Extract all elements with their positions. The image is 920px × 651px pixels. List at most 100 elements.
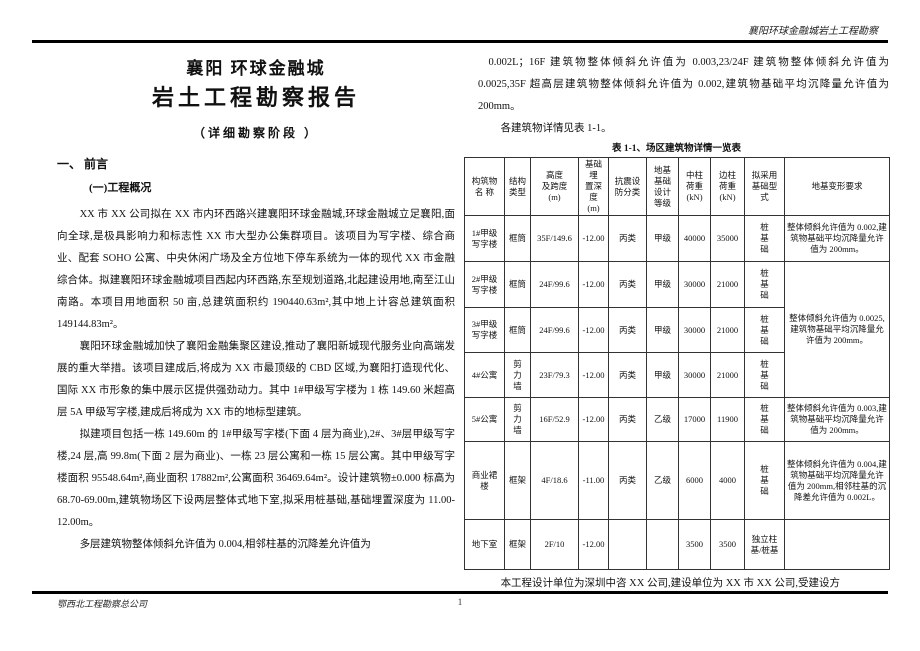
table-cell: 框筒 — [504, 215, 531, 262]
table-cell: 剪 力 墙 — [504, 352, 531, 398]
table-cell: 框筒 — [504, 261, 531, 308]
col-header-foundation-type: 拟采用 基础型 式 — [744, 157, 785, 216]
building-name-cell: 1#甲级 写字楼 — [464, 215, 505, 262]
table-cell — [608, 519, 647, 570]
table-cell: 24F/99.6 — [530, 307, 579, 353]
table-cell: 丙类 — [608, 261, 647, 308]
table-cell: 独立柱 基/桩基 — [744, 519, 785, 570]
buildings-table: 构筑物 名 称 结构 类型 高度 及跨度 (m) 基础埋 置深度 (m) 抗震设… — [464, 157, 890, 570]
table-title: 表 1-1、场区建筑物详情一览表 — [611, 144, 742, 154]
table-cell: -12.00 — [578, 352, 609, 398]
table-cell: 桩 基 础 — [744, 307, 785, 353]
table-cell: 3500 — [678, 519, 711, 570]
col-header-name: 构筑物 名 称 — [464, 157, 505, 216]
col-header-foundation-grade: 地基 基础 设计 等级 — [646, 157, 679, 216]
col-header-deformation: 地基变形要求 — [784, 157, 890, 216]
table-cell: 框架 — [504, 519, 531, 570]
table-cell: 21000 — [710, 261, 745, 308]
building-name-cell: 5#公寓 — [464, 397, 505, 442]
table-cell: -12.00 — [578, 397, 609, 442]
col-header-seismic: 抗震设 防分类 — [608, 157, 647, 216]
running-header: 襄阳环球金融城岩土工程勘察 — [32, 22, 878, 37]
table-row-podium: 商业裙 楼 框架 4F/18.6 -11.00 丙类 乙级 6000 4000 … — [464, 441, 890, 520]
table-cell: 甲级 — [646, 261, 679, 308]
table-cell: 甲级 — [646, 307, 679, 353]
see-table-line: 各建筑物详情见表 1-1。 — [500, 123, 612, 134]
paragraph-continued: 0.002L；16F 建筑物整体倾斜允许值为 0.003,23/24F 建筑物整… — [478, 57, 889, 112]
right-column: 0.002L；16F 建筑物整体倾斜允许值为 0.003,23/24F 建筑物整… — [464, 52, 890, 595]
table-cell: 17000 — [678, 397, 711, 442]
deformation-cell: 整体倾斜允许值为 0.002,建筑物基础平均沉降量允许值为 200mm。 — [784, 215, 890, 262]
table-cell: 丙类 — [608, 307, 647, 353]
table-cell: -12.00 — [578, 307, 609, 353]
building-name-cell: 商业裙 楼 — [464, 441, 505, 520]
footer-company: 鄂西北工程勘察总公司 — [57, 599, 148, 609]
table-cell: 丙类 — [608, 352, 647, 398]
paragraph: 拟建项目包括一栋 149.60m 的 1#甲级写字楼(下面 4 层为商业),2#… — [57, 429, 455, 528]
table-cell: 16F/52.9 — [530, 397, 579, 442]
left-column: 襄阳 环球金融城 岩土工程勘察报告 （详细勘察阶段 ） 一、 前言 (一)工程概… — [57, 50, 455, 556]
table-cell: 甲级 — [646, 215, 679, 262]
table-cell: 2F/10 — [530, 519, 579, 570]
table-cell: 6000 — [678, 441, 711, 520]
table-row-tower3: 3#甲级 写字楼 框筒 24F/99.6 -12.00 丙类 甲级 30000 … — [464, 307, 890, 353]
table-cell: 30000 — [678, 261, 711, 308]
table-row-tower1: 1#甲级 写字楼 框筒 35F/149.6 -12.00 丙类 甲级 40000… — [464, 215, 890, 262]
table-cell: 甲级 — [646, 352, 679, 398]
building-name-cell: 2#甲级 写字楼 — [464, 261, 505, 308]
table-cell: 30000 — [678, 352, 711, 398]
table-cell: -12.00 — [578, 261, 609, 308]
table-cell: 21000 — [710, 352, 745, 398]
section-heading-foreword: 一、 前言 — [57, 157, 109, 171]
deformation-cell — [784, 519, 890, 570]
table-cell: 40000 — [678, 215, 711, 262]
table-cell: 4000 — [710, 441, 745, 520]
table-cell: -11.00 — [578, 441, 609, 520]
table-cell: -12.00 — [578, 215, 609, 262]
col-header-depth: 基础埋 置深度 (m) — [578, 157, 609, 216]
header-rule — [32, 40, 888, 43]
deformation-cell: 整体倾斜允许值为 0.004,建筑物基础平均沉降量允许值为 200mm,相邻柱基… — [784, 441, 890, 520]
project-name-title: 襄阳 环球金融城 — [186, 59, 326, 78]
col-header-structure: 结构 类型 — [504, 157, 531, 216]
deformation-cell: 整体倾斜允许值为 0.003,建筑物基础平均沉降量允许值为 200mm。 — [784, 397, 890, 442]
table-cell: 4F/18.6 — [530, 441, 579, 520]
report-title: 岩土工程勘察报告 — [151, 85, 360, 110]
table-cell: 3500 — [710, 519, 745, 570]
table-cell: 丙类 — [608, 215, 647, 262]
building-name-cell: 4#公寓 — [464, 352, 505, 398]
closing-paragraph: 本工程设计单位为深圳中咨 XX 公司,建设单位为 XX 市 XX 公司,受建设方 — [500, 578, 841, 589]
table-cell: 框架 — [504, 441, 531, 520]
paragraph: XX 市 XX 公司拟在 XX 市内环西路兴建襄阳环球金融城,环球金融城立足襄阳… — [57, 209, 455, 330]
table-cell: 剪 力 墙 — [504, 397, 531, 442]
table-cell: 桩 基 础 — [744, 261, 785, 308]
table-row-apartment5: 5#公寓 剪 力 墙 16F/52.9 -12.00 丙类 乙级 17000 1… — [464, 397, 890, 442]
deformation-cell-merged: 整体倾斜允许值为 0.0025,建筑物基础平均沉降量允许值为 200mm。 — [784, 261, 890, 398]
table-cell: 24F/99.6 — [530, 261, 579, 308]
building-name-cell: 地下室 — [464, 519, 505, 570]
table-row-basement: 地下室 框架 2F/10 -12.00 3500 3500 独立柱 基/桩基 — [464, 519, 890, 570]
table-cell: 乙级 — [646, 397, 679, 442]
table-cell — [646, 519, 679, 570]
footer-rule — [32, 591, 888, 594]
table-cell: 35F/149.6 — [530, 215, 579, 262]
table-cell: 丙类 — [608, 441, 647, 520]
page-number: 1 — [457, 597, 463, 607]
col-header-center-load: 中柱 荷重 (kN) — [678, 157, 711, 216]
table-header-row: 构筑物 名 称 结构 类型 高度 及跨度 (m) 基础埋 置深度 (m) 抗震设… — [464, 157, 890, 216]
table-cell: 框筒 — [504, 307, 531, 353]
paragraph: 襄阳环球金融城加快了襄阳金融集聚区建设,推动了襄阳新城现代服务业向高端发展的重大… — [57, 341, 455, 418]
table-cell: 11900 — [710, 397, 745, 442]
running-header-title: 襄阳环球金融城岩土工程勘察 — [748, 26, 878, 37]
paragraph: 多层建筑物整体倾斜允许值为 0.004,相邻柱基的沉降差允许值为 — [79, 539, 371, 550]
table-cell: 桩 基 础 — [744, 397, 785, 442]
table-cell: 30000 — [678, 307, 711, 353]
table-cell-muted: 23F/79.3 — [530, 352, 579, 398]
table-row-apartment4: 4#公寓 剪 力 墙 23F/79.3 -12.00 丙类 甲级 30000 2… — [464, 352, 890, 398]
table-cell: 桩 基 础 — [744, 441, 785, 520]
col-header-edge-load: 边柱 荷重 (kN) — [710, 157, 745, 216]
table-cell: 桩 基 础 — [744, 215, 785, 262]
table-row-tower2: 2#甲级 写字楼 框筒 24F/99.6 -12.00 丙类 甲级 30000 … — [464, 261, 890, 398]
report-stage-subtitle: （详细勘察阶段 ） — [192, 126, 319, 140]
